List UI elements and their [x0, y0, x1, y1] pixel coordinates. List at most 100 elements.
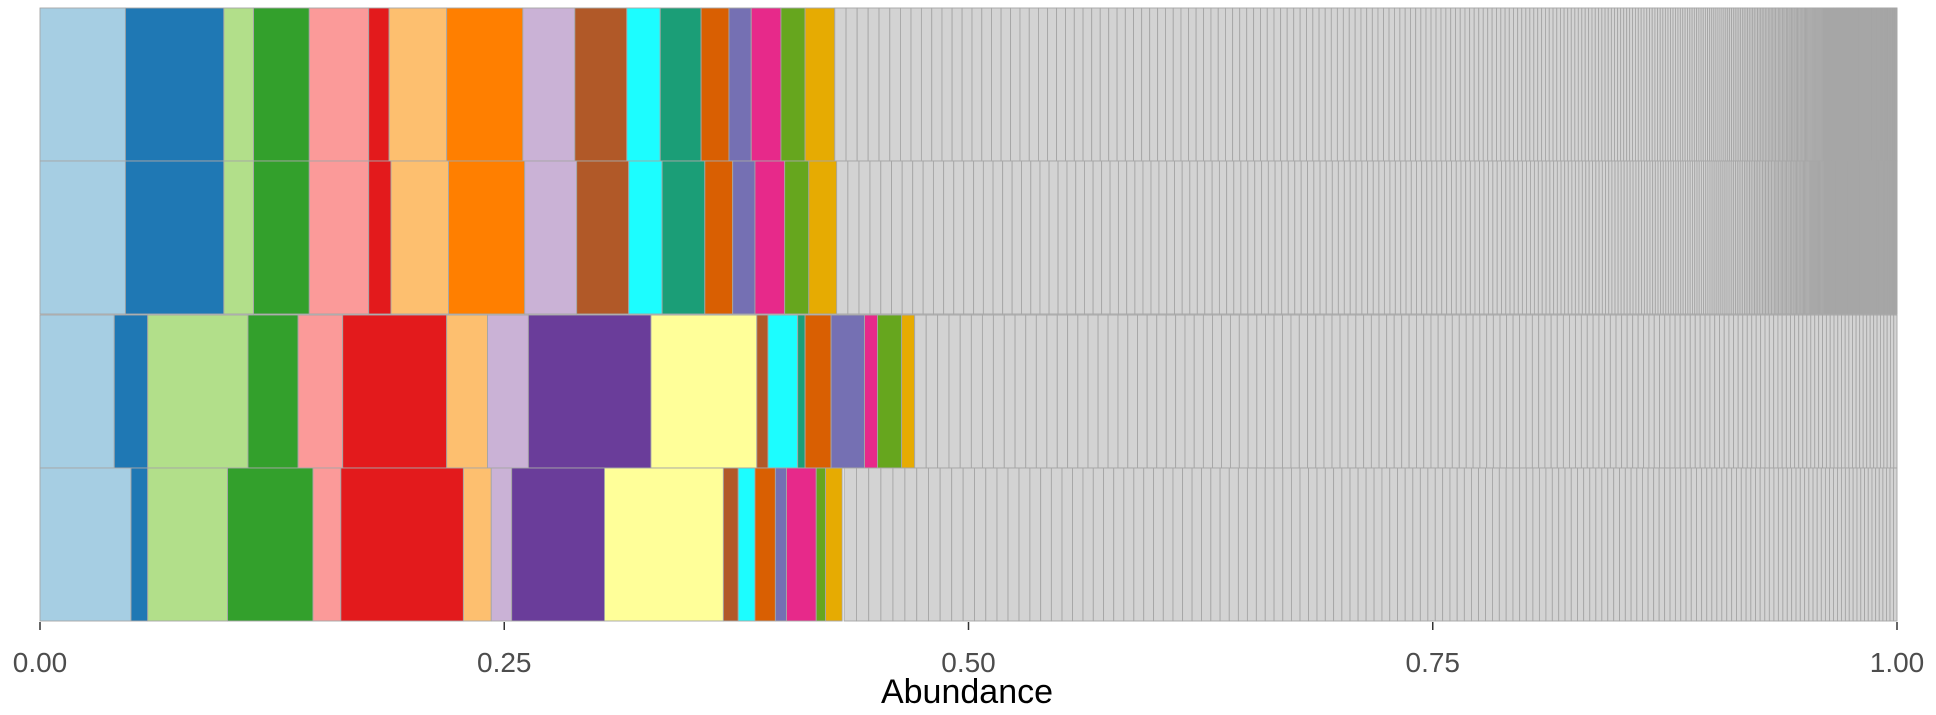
bar-segment-3-17 [877, 314, 903, 469]
bar-segment-4-15 [786, 467, 817, 622]
other-segment [970, 314, 983, 469]
other-segment [1564, 160, 1569, 315]
other-segment [1336, 7, 1344, 162]
other-segment [1162, 467, 1174, 622]
other-segment [1610, 7, 1615, 162]
other-segment [1371, 7, 1379, 162]
other-segment [1394, 160, 1402, 315]
other-segment [1146, 314, 1158, 469]
other-segment [1158, 160, 1168, 315]
other-segment [1759, 467, 1766, 622]
other-segment [1716, 467, 1723, 622]
other-segment [904, 467, 918, 622]
other-segment [1517, 160, 1523, 315]
bar-segment-3-12 [767, 314, 799, 469]
other-segment [1795, 467, 1801, 622]
other-segment [1057, 160, 1068, 315]
other-segment [920, 7, 933, 162]
other-segment [1491, 7, 1497, 162]
other-segment [1745, 467, 1752, 622]
other-segment [1266, 7, 1275, 162]
other-segment [1553, 160, 1558, 315]
other-segment [1624, 467, 1632, 622]
bar-segment-3-18 [901, 314, 916, 469]
bar-segment-4-10 [604, 467, 724, 622]
other-segment [1316, 467, 1326, 622]
other-segment [1482, 7, 1489, 162]
other-segment [1469, 7, 1475, 162]
other-segment [1273, 7, 1282, 162]
other-segment [1568, 314, 1576, 469]
other-segment [1030, 160, 1041, 315]
other-segment [1740, 467, 1747, 622]
other-segment [836, 160, 849, 315]
other-segment [1442, 467, 1451, 622]
other-segment [1814, 314, 1820, 469]
other-segment [1684, 314, 1691, 469]
other-segment [1066, 160, 1077, 315]
other-segment [1521, 160, 1527, 315]
other-segment [1794, 314, 1800, 469]
other-segment [1492, 467, 1500, 622]
other-segment [1764, 467, 1770, 622]
bar-segment-2-7 [390, 160, 449, 315]
other-segment [1226, 160, 1235, 315]
other-segment [1378, 314, 1388, 469]
other-segment [1427, 467, 1436, 622]
other-segment [1580, 314, 1588, 469]
other-segment [1299, 7, 1307, 162]
other-segment [1674, 467, 1682, 622]
other-segment [1165, 7, 1174, 162]
bar-segment-4-5 [312, 467, 342, 622]
x-tick-label: 1.00 [1870, 647, 1925, 678]
bar-segment-4-16 [815, 467, 826, 622]
other-segment [1048, 160, 1059, 315]
other-segment [1092, 160, 1103, 315]
other-segment [1604, 314, 1611, 469]
other-segment [878, 7, 891, 162]
other-segment [1299, 467, 1309, 622]
other-segment [1410, 160, 1417, 315]
other-segment [1360, 7, 1368, 162]
other-segment [1028, 7, 1039, 162]
other-segment [1647, 467, 1655, 622]
bar-segment-3-5 [297, 314, 344, 469]
other-segment [1133, 467, 1145, 622]
other-segment [925, 314, 939, 469]
other-segment [951, 467, 964, 622]
other-segment [1450, 7, 1456, 162]
other-segment [1408, 314, 1417, 469]
other-segment [973, 160, 984, 315]
other-segment [1479, 160, 1485, 315]
other-segment [912, 160, 924, 315]
other-segment [1389, 467, 1398, 622]
bar-segment-1-9 [522, 7, 576, 162]
other-segment [1867, 467, 1873, 622]
other-segment [1273, 314, 1283, 469]
other-segment [1416, 160, 1423, 315]
other-segment [1247, 160, 1256, 315]
other-segment [1157, 7, 1166, 162]
other-segment [1221, 314, 1231, 469]
other-segment [1791, 467, 1797, 622]
bar-segment-1-10 [574, 7, 628, 162]
other-segment [1871, 467, 1877, 622]
other-segment [1551, 467, 1560, 622]
other-segment [1736, 467, 1742, 622]
other-segment [1419, 467, 1429, 622]
other-segment [1377, 7, 1384, 162]
other-segment [1003, 314, 1016, 469]
other-segment [1405, 160, 1412, 315]
other-segment [1592, 314, 1600, 469]
x-axis: 0.00 0.25 0.50 0.75 1.00 [13, 622, 1925, 678]
bar-segment-4-3 [147, 467, 229, 622]
other-segment [1822, 314, 1827, 469]
other-segment [1075, 160, 1085, 315]
other-segment [953, 160, 965, 315]
other-segment [1425, 7, 1432, 162]
other-segment [1117, 160, 1128, 315]
other-segment [1556, 314, 1564, 469]
other-segment [856, 467, 870, 622]
other-segment [1260, 7, 1268, 162]
other-segment [1556, 7, 1561, 162]
